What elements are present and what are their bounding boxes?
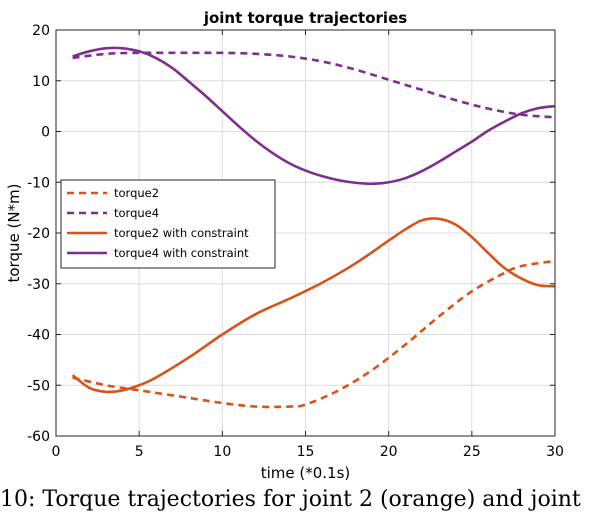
series-group — [71, 46, 556, 409]
y-tick-label: -50 — [27, 378, 50, 394]
y-tick-label: 10 — [32, 74, 50, 90]
x-tick-label: 10 — [213, 444, 231, 460]
series-line-torque2-with-constraint — [71, 217, 556, 394]
series-line-torque4-with-constraint — [72, 46, 556, 186]
x-tick-label: 25 — [463, 444, 481, 460]
y-tick-label: -40 — [27, 328, 50, 344]
y-tick-label: -30 — [27, 277, 50, 293]
legend-label-torque2-with-constraint: torque2 with constraint — [114, 226, 249, 240]
x-tick-label: 30 — [546, 444, 564, 460]
x-tick-label: 15 — [297, 444, 315, 460]
legend: torque2 torque4 torque2 with constraint tor… — [60, 179, 276, 269]
chart: 0 5 10 15 20 25 30 -60 -50 -40 -30 -20 -10 0 10 20 join… — [5, 9, 564, 482]
y-tick-label: 20 — [32, 23, 50, 39]
legend-label-torque4: torque4 — [114, 206, 159, 220]
y-tick-label: 0 — [41, 125, 50, 141]
x-tick-label: 20 — [380, 444, 398, 460]
x-tick-label: 0 — [52, 444, 61, 460]
series-line-torque4 — [72, 51, 556, 119]
x-axis-label: time (*0.1s) — [261, 464, 351, 482]
x-tick-label: 5 — [135, 444, 144, 460]
y-tick-label: -10 — [27, 175, 50, 191]
chart-title: joint torque trajectories — [203, 9, 407, 27]
y-tick-label: -20 — [27, 226, 50, 242]
ticks: 0 5 10 15 20 25 30 -60 -50 -40 -30 -20 -10 0 10 20 — [27, 23, 564, 460]
legend-label-torque2: torque2 — [114, 186, 159, 200]
legend-label-torque4-with-constraint: torque4 with constraint — [114, 246, 249, 260]
figure-caption: 10: Torque trajectories for joint 2 (ora… — [0, 487, 581, 512]
y-axis-label: torque (N*m) — [5, 183, 23, 282]
y-tick-label: -60 — [27, 429, 50, 445]
series-line-torque2 — [72, 259, 556, 409]
